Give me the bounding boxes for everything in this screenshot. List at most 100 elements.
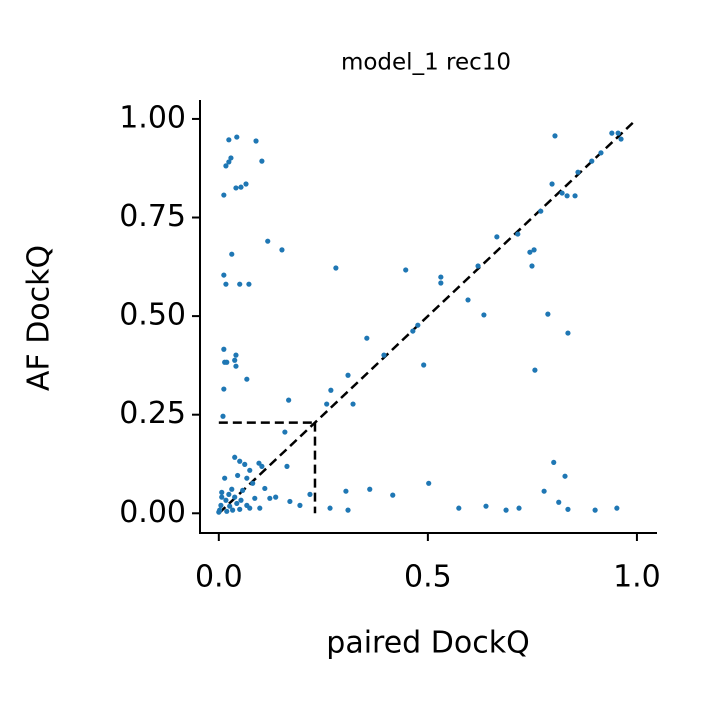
point — [273, 494, 279, 500]
point — [559, 190, 565, 196]
point — [267, 495, 273, 501]
point — [221, 346, 227, 352]
point — [556, 499, 562, 505]
y-tick-label: 0.00 — [119, 495, 186, 530]
point — [481, 312, 487, 318]
point — [552, 133, 558, 139]
point — [265, 238, 271, 244]
point — [252, 495, 258, 501]
y-tick-label: 0.75 — [119, 199, 186, 234]
point — [562, 473, 568, 479]
point — [233, 185, 239, 191]
point — [233, 363, 239, 369]
point — [503, 507, 509, 513]
point — [297, 502, 303, 508]
point — [238, 497, 244, 503]
point — [364, 335, 370, 341]
point — [538, 208, 544, 214]
point — [230, 507, 236, 513]
point — [226, 491, 232, 497]
point — [618, 136, 624, 142]
point — [527, 249, 533, 255]
point — [224, 508, 230, 514]
point — [246, 281, 252, 287]
point — [367, 486, 373, 492]
point — [237, 281, 243, 287]
point — [426, 480, 432, 486]
point — [219, 494, 225, 500]
point — [237, 458, 243, 464]
point — [286, 397, 292, 403]
point — [279, 247, 285, 253]
x-axis-label: paired DockQ — [326, 626, 529, 661]
point — [221, 272, 227, 278]
point — [282, 429, 288, 435]
point — [247, 467, 253, 473]
point — [227, 503, 233, 509]
point — [247, 505, 253, 511]
point — [228, 155, 234, 161]
point — [564, 193, 570, 199]
point — [343, 488, 349, 494]
y-axis-label: AF DockQ — [22, 245, 57, 391]
point — [575, 169, 581, 175]
point — [592, 507, 598, 513]
point — [257, 505, 263, 511]
point — [456, 505, 462, 511]
y-tick-label: 1.00 — [119, 100, 186, 135]
x-tick-label: 0.5 — [404, 560, 452, 595]
point — [222, 475, 228, 481]
point — [572, 193, 578, 199]
point — [235, 472, 241, 479]
point — [333, 265, 339, 271]
point — [390, 492, 396, 498]
point — [516, 505, 522, 511]
point — [532, 367, 538, 373]
point — [262, 485, 268, 492]
point — [531, 247, 537, 253]
point — [223, 497, 229, 503]
point — [529, 263, 535, 269]
point — [549, 181, 555, 187]
point — [307, 491, 313, 497]
point — [475, 263, 481, 269]
point — [223, 163, 229, 169]
point — [243, 181, 249, 187]
point — [253, 138, 259, 144]
point — [242, 461, 248, 467]
point — [609, 130, 615, 136]
point — [551, 459, 557, 466]
point — [345, 372, 351, 378]
point — [345, 507, 351, 513]
point — [250, 480, 256, 486]
point — [233, 352, 239, 358]
point — [226, 137, 232, 143]
point — [232, 357, 238, 363]
x-tick-label: 1.0 — [613, 560, 661, 595]
point — [244, 376, 250, 382]
point — [381, 352, 387, 358]
point — [328, 387, 334, 393]
point — [219, 489, 225, 495]
point — [221, 386, 227, 392]
point — [598, 150, 604, 156]
point — [614, 505, 620, 511]
point — [232, 454, 238, 460]
point — [403, 267, 409, 273]
point — [287, 498, 293, 505]
point — [234, 134, 240, 140]
point — [494, 234, 500, 240]
point — [421, 362, 427, 368]
point — [234, 500, 240, 507]
chart-title: model_1 rec10 — [341, 50, 511, 76]
point — [565, 506, 571, 512]
point — [229, 251, 235, 257]
point — [221, 192, 227, 198]
point — [240, 487, 246, 494]
x-tick-label: 0.0 — [195, 560, 243, 595]
point — [589, 158, 595, 164]
point — [438, 280, 444, 286]
point — [238, 184, 244, 190]
point — [565, 330, 571, 336]
